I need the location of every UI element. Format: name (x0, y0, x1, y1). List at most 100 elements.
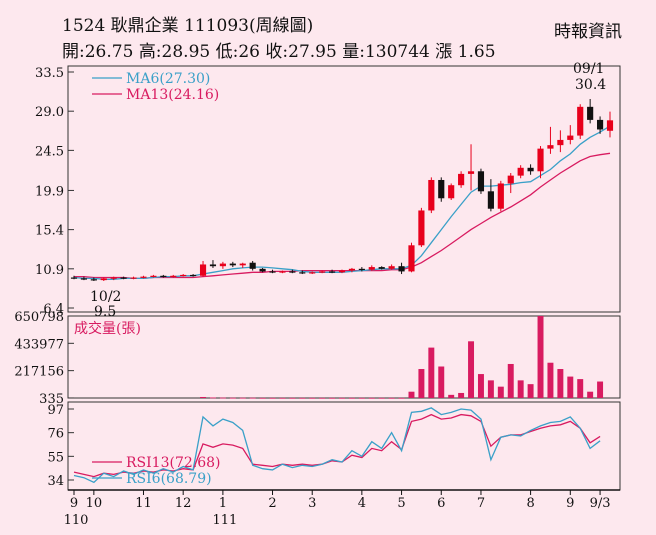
rsi13-legend: RSI13(72.68) (126, 455, 220, 471)
volume-bar (567, 376, 574, 398)
volume-bar (418, 369, 425, 398)
volume-title: 成交量(張) (74, 320, 141, 337)
low-value: 26 (238, 42, 260, 62)
volume-bar (597, 381, 604, 398)
candle-body (90, 279, 97, 281)
candle-body (467, 171, 475, 174)
volume-bar (388, 397, 395, 399)
price-tick-label: 10.9 (35, 263, 64, 278)
volume-bar (200, 396, 207, 398)
high-point-value: 30.4 (575, 77, 606, 93)
volume-bar (299, 397, 306, 399)
candle-body (596, 119, 604, 130)
x-tick-label: 1 (219, 496, 227, 511)
volume-bar (229, 397, 236, 399)
x-tick-label: 8 (526, 496, 534, 511)
x-tick-label: 9/3 (590, 496, 611, 511)
candle-body (358, 268, 365, 271)
stock-code: 1524 (62, 16, 106, 36)
candle-body (567, 135, 574, 140)
volume-bar (468, 341, 475, 398)
ohlc-summary: 開:26.75 高:28.95 低:26 收:27.95 量:130744 漲 … (62, 42, 496, 62)
candle-body (338, 270, 346, 273)
candle-body (190, 274, 197, 277)
candle-body (497, 183, 504, 209)
rsi-tick-label: 76 (47, 427, 64, 442)
candle-body (219, 263, 226, 267)
candle-body (507, 175, 514, 184)
volume-bar (477, 374, 484, 398)
candle-body (209, 264, 217, 267)
volume-bar (487, 380, 494, 398)
candle-body (408, 245, 415, 272)
price-tick-label: 29.0 (35, 105, 64, 120)
volume-bar (537, 316, 544, 398)
volume-tick-label: 217156 (14, 365, 64, 380)
open-value: 26.75 (84, 42, 134, 62)
candle-body (70, 277, 78, 279)
volume-bar (577, 379, 584, 398)
stock-name: 耿鼎企業 (110, 16, 179, 36)
data-source: 時報資訊 (554, 22, 622, 42)
volume-bar (219, 397, 226, 399)
volume-tick-label: 650798 (14, 310, 64, 325)
candle-body (557, 139, 564, 146)
volume-bar (547, 362, 554, 398)
x-year-label: 111 (212, 513, 237, 528)
panel-frame (67, 65, 621, 313)
candle-body (448, 185, 455, 199)
candle-body (160, 275, 167, 277)
candle-body (577, 106, 584, 136)
price-tick-label: 33.5 (35, 66, 64, 81)
candle-body (527, 167, 534, 172)
candle-body (438, 179, 445, 199)
candle-body (328, 271, 336, 273)
candle-body (587, 106, 594, 120)
volume-bar (557, 369, 564, 398)
volume-bar (289, 397, 296, 399)
candle-body (170, 275, 177, 277)
change-value: 1.65 (457, 42, 496, 62)
rsi6-legend: RSI6(68.79) (126, 471, 212, 487)
low-point-value: 9.5 (94, 304, 116, 320)
candle-body (398, 266, 405, 272)
volume-bar (339, 397, 345, 399)
volume-bar (239, 397, 246, 399)
volume-bar (587, 391, 594, 398)
candle-body (229, 263, 236, 266)
x-tick-label: 11 (135, 496, 152, 511)
price-tick-label: 6.4 (43, 302, 64, 317)
x-tick-label: 10 (86, 496, 103, 511)
ma6-line (73, 125, 611, 280)
candle-body (606, 120, 614, 131)
volume-bar (408, 391, 415, 398)
x-tick-label: 9 (70, 496, 78, 511)
ma13-legend: MA13(24.16) (126, 87, 219, 103)
candle-body (388, 266, 395, 269)
rsi-tick-label: 55 (47, 450, 64, 465)
x-tick-label: 4 (358, 496, 366, 511)
price-tick-label: 24.5 (35, 144, 64, 159)
volume-bar (209, 397, 216, 399)
volume-bar (428, 347, 435, 398)
candle-body (150, 275, 157, 277)
x-tick-label: 7 (477, 496, 485, 511)
volume-tick-label: 433977 (14, 337, 64, 352)
candle-body (279, 271, 286, 273)
candle-body (259, 268, 266, 272)
volume-tick-label: 335 (39, 392, 64, 407)
candle-body (418, 210, 425, 246)
x-tick-label: 12 (175, 496, 192, 511)
candle-body (547, 145, 554, 149)
candle-body (80, 278, 88, 280)
close-value: 27.95 (288, 42, 337, 62)
candle-body (299, 272, 306, 274)
rsi6-line (73, 407, 601, 484)
volume-bar (517, 380, 524, 398)
candle-body (110, 277, 117, 279)
volume-bar (249, 397, 256, 399)
volume-bar (378, 397, 385, 399)
volume-bar (279, 397, 286, 399)
candle-body (130, 277, 137, 279)
candle-body (487, 191, 494, 209)
